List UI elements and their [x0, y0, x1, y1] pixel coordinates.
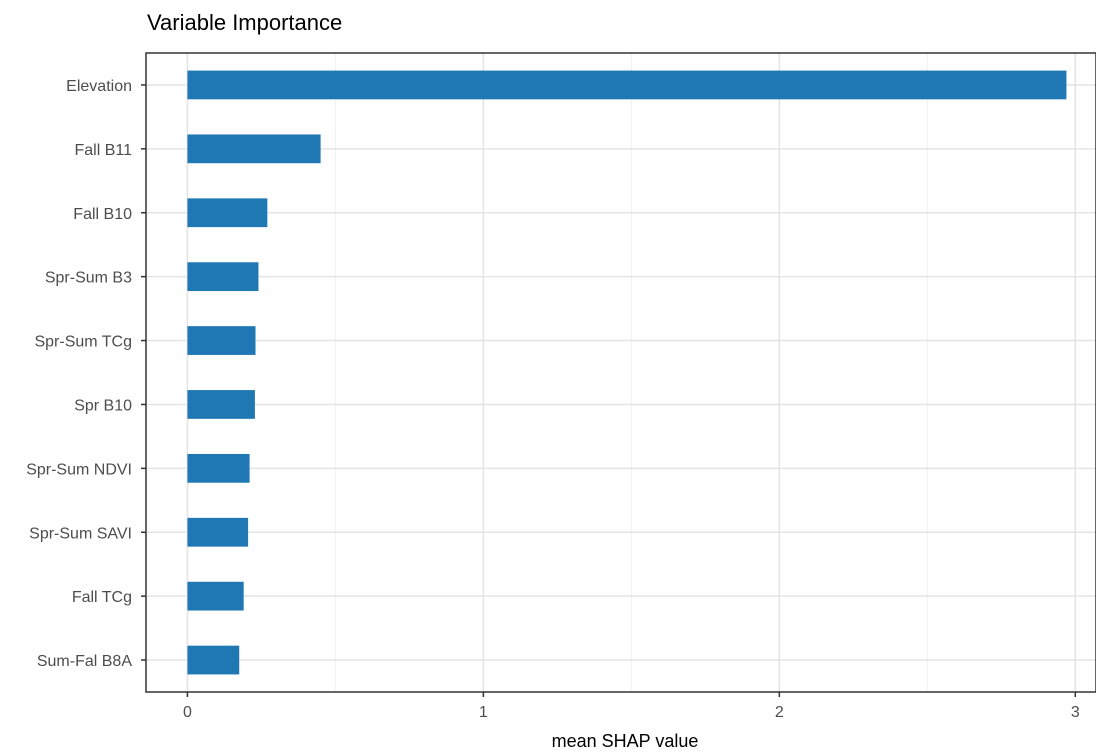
x-axis-label: mean SHAP value [551, 731, 699, 751]
y-tick-label: Fall B10 [73, 206, 132, 223]
y-tick-label: Fall TCg [72, 589, 132, 606]
bar-8 [187, 517, 249, 547]
bar-1 [187, 70, 1067, 100]
y-tick-label: Fall B11 [74, 142, 132, 159]
y-tick-label: Spr-Sum SAVI [29, 525, 132, 542]
y-tick-label: Sum-Fal B8A [37, 653, 132, 670]
y-tick-label: Elevation [66, 78, 132, 95]
chart-title: Variable Importance [147, 10, 343, 35]
bar-9 [187, 581, 244, 611]
bar-5 [187, 326, 256, 355]
y-tick-label: Spr-Sum TCg [34, 334, 132, 351]
bar-6 [187, 390, 255, 419]
y-tick-label: Spr B10 [74, 397, 132, 414]
x-tick-label: 1 [479, 704, 488, 721]
bar-7 [187, 453, 250, 483]
y-tick-label: Spr-Sum B3 [45, 270, 132, 287]
bar-4 [187, 262, 259, 292]
y-tick-label: Spr-Sum NDVI [26, 461, 132, 478]
plot-border [145, 52, 1096, 693]
x-tick-label: 0 [183, 704, 192, 721]
bar-2 [187, 134, 321, 164]
x-tick-label: 3 [1071, 704, 1080, 721]
x-tick-label: 2 [775, 704, 784, 721]
bar-3 [187, 198, 268, 228]
bar-10 [187, 645, 240, 675]
